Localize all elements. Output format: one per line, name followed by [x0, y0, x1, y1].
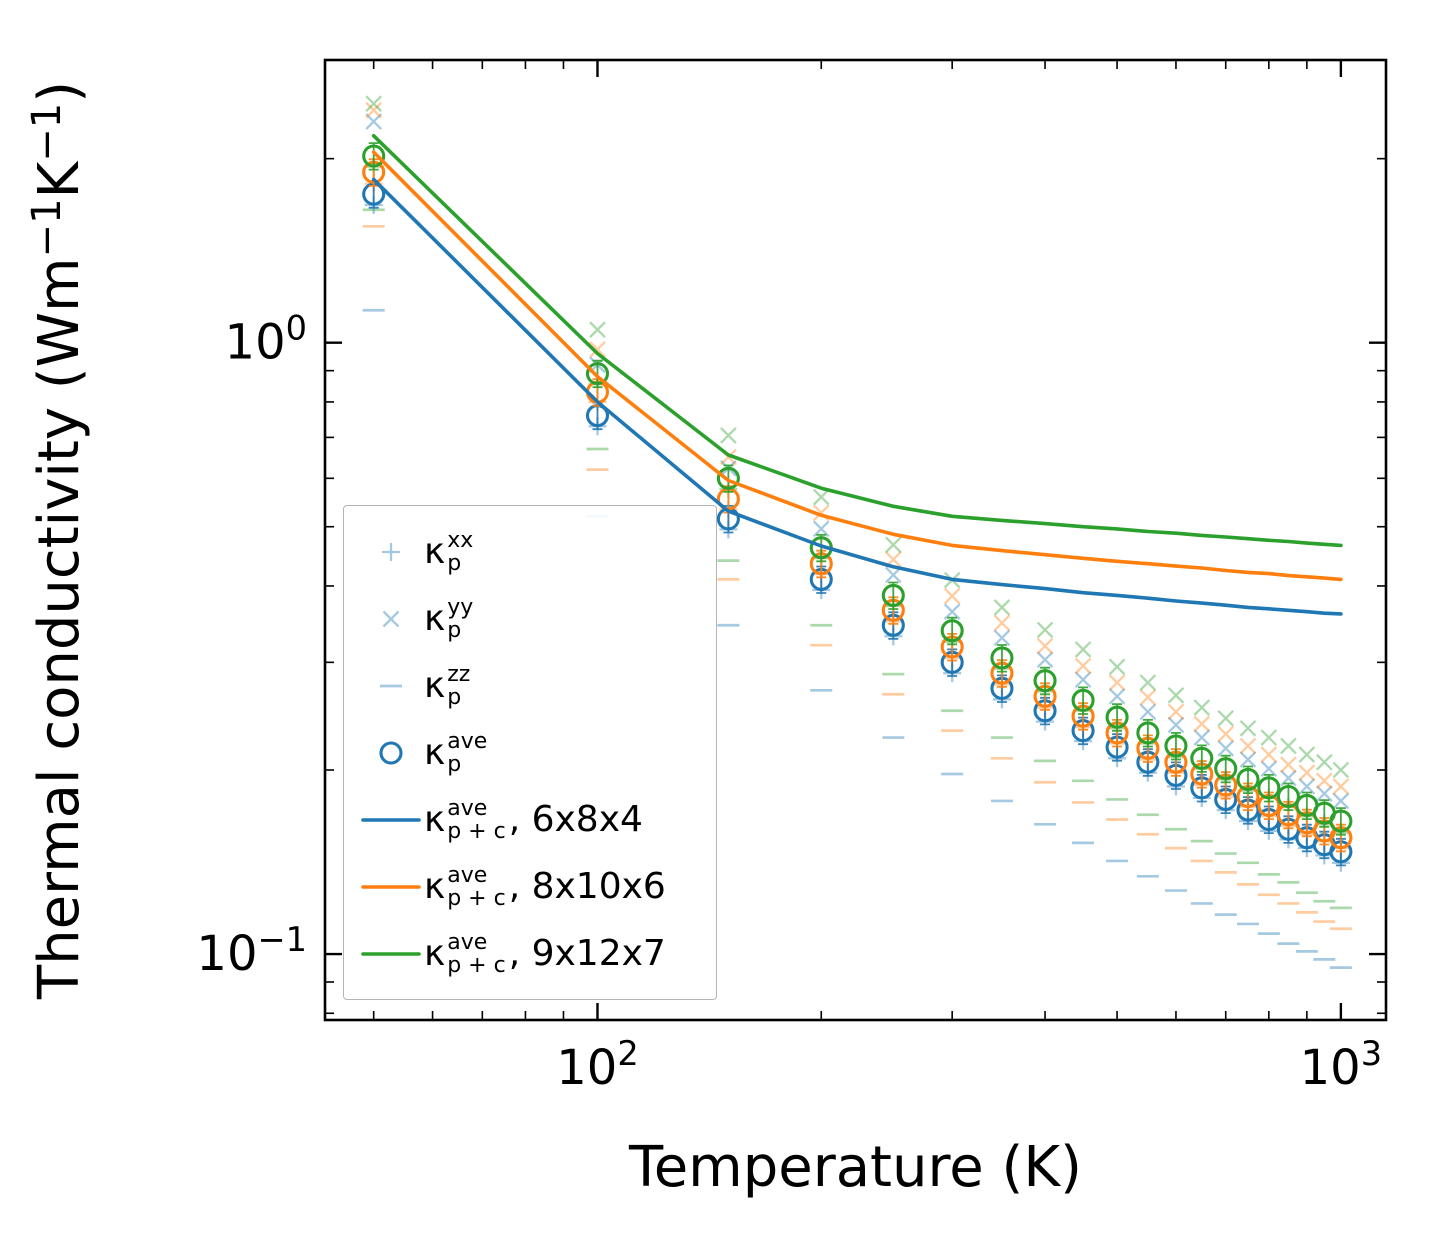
legend-item-zz: κ zz p	[358, 652, 702, 719]
plot-frame	[323, 58, 1388, 1022]
series-kp-yy-6x8x4	[365, 113, 1350, 810]
series-kpc-ave-6x8x4	[371, 177, 1343, 616]
tick-labels: 102 103 100 10−1	[196, 308, 1382, 1096]
legend-label: κ yy p	[424, 595, 474, 643]
legend-circle-marker-icon	[358, 732, 424, 774]
legend-item-xx: κ xx p	[358, 518, 702, 585]
axis-titles: Temperature (K) Thermal conductivity (Wm−…	[24, 81, 1082, 1200]
series-kpc-ave-8x10x6	[371, 150, 1343, 582]
series-kp-zz-9x12x7	[362, 208, 1352, 910]
legend-dash-marker-icon	[358, 665, 424, 707]
legend: κ xx p κ yy p κ zz p κ ave p κ ave p + c, 6x8x4 κ ave p +…	[343, 505, 717, 1000]
series-kp-ave-9x12x7	[362, 142, 1353, 836]
series-kp-zz-8x10x6	[362, 224, 1352, 931]
legend-item-ave--9x12x7: κ ave p + c, 9x12x7	[358, 920, 702, 987]
legend-label: κ zz p	[424, 662, 471, 710]
legend-label: κ xx p	[424, 528, 474, 576]
legend-item-ave--6x8x4: κ ave p + c, 6x8x4	[358, 786, 702, 853]
legend-item-ave: κ ave p	[358, 719, 702, 786]
series-layer	[362, 95, 1353, 970]
legend-x-marker-icon	[358, 598, 424, 640]
series-kpc-ave-9x12x7	[371, 134, 1343, 548]
legend-item-yy: κ yy p	[358, 585, 702, 652]
legend-label: κ ave p + c, 8x10x6	[424, 863, 666, 911]
legend-label: κ ave p	[424, 729, 488, 777]
series-kp-yy-9x12x7	[365, 95, 1350, 779]
series-kp-yy-8x10x6	[365, 101, 1350, 795]
svg-text:102: 102	[556, 1034, 638, 1096]
svg-text:103: 103	[1300, 1034, 1382, 1096]
legend-line-marker-icon	[358, 866, 424, 908]
svg-text:10−1: 10−1	[196, 920, 307, 982]
series-kp-zz-6x8x4	[362, 308, 1352, 970]
svg-text:100: 100	[225, 308, 307, 370]
legend-line-marker-icon	[358, 933, 424, 975]
x-axis-label: Temperature (K)	[628, 1135, 1082, 1200]
legend-item-ave--8x10x6: κ ave p + c, 8x10x6	[358, 853, 702, 920]
y-axis-label: Thermal conductivity (Wm−1K−1)	[24, 81, 92, 1000]
legend-label: κ ave p + c, 9x12x7	[424, 930, 666, 978]
legend-label: κ ave p + c, 6x8x4	[424, 796, 643, 844]
legend-line-marker-icon	[358, 799, 424, 841]
legend-plus-marker-icon	[358, 531, 424, 573]
axes	[325, 60, 1386, 1020]
